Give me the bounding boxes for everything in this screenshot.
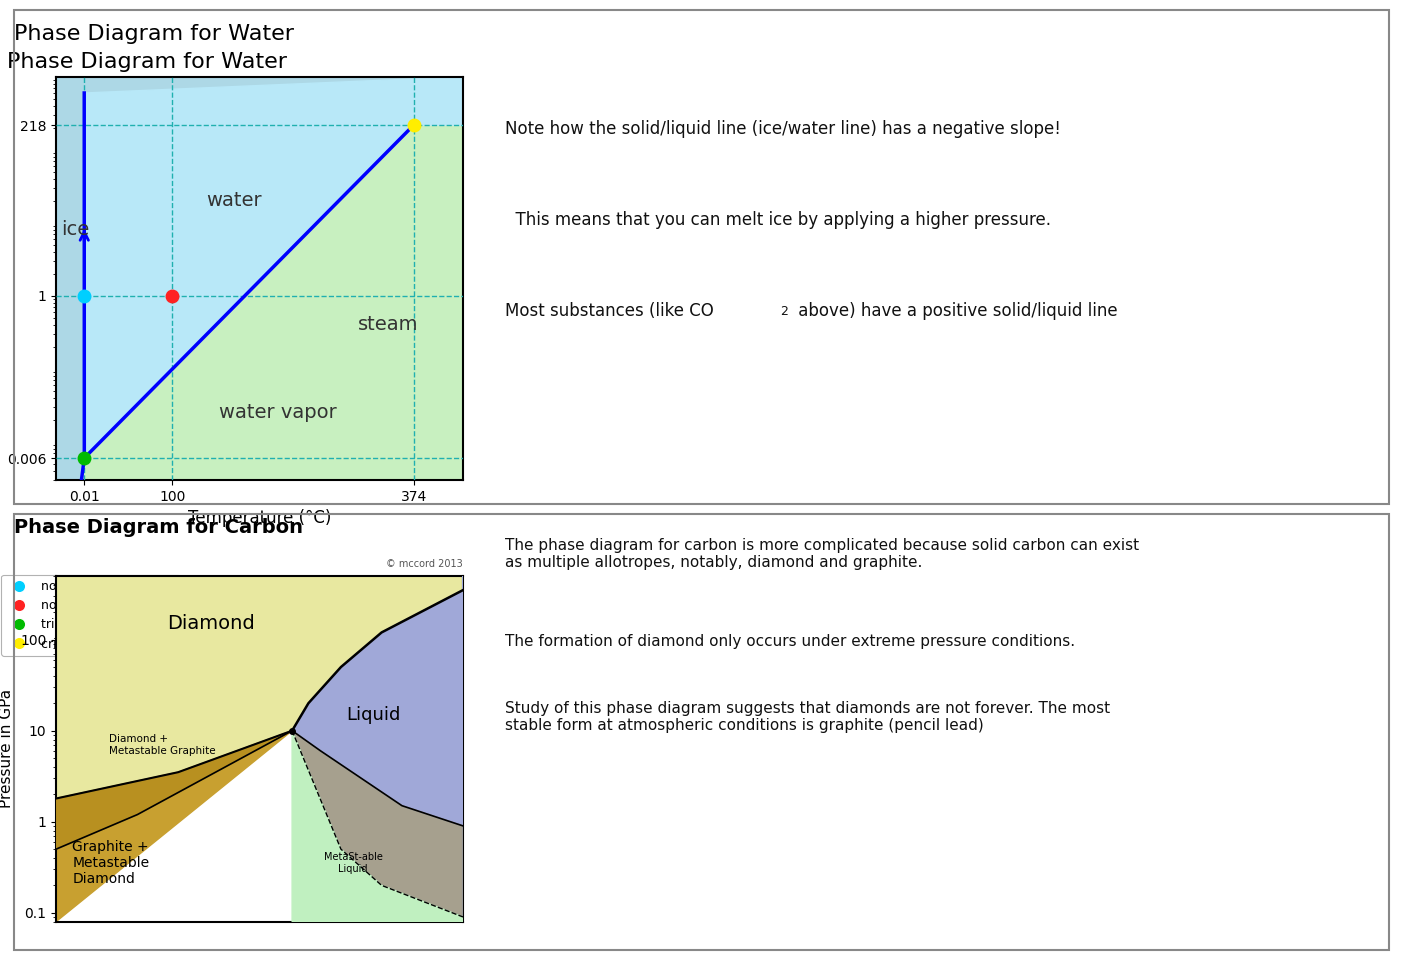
Text: steam: steam <box>358 316 418 334</box>
Text: above) have a positive solid/liquid line: above) have a positive solid/liquid line <box>793 302 1117 321</box>
Text: water: water <box>206 191 262 210</box>
Text: MetaSt­able
Liquid: MetaSt­able Liquid <box>324 852 383 874</box>
Text: Graphite +
Metastable
Diamond: Graphite + Metastable Diamond <box>73 840 150 886</box>
Text: ice: ice <box>62 221 90 239</box>
Text: Study of this phase diagram suggests that diamonds are not forever. The most
sta: Study of this phase diagram suggests tha… <box>505 701 1110 733</box>
Polygon shape <box>56 731 292 850</box>
Text: The formation of diamond only occurs under extreme pressure conditions.: The formation of diamond only occurs und… <box>505 634 1075 649</box>
X-axis label: Temperature (°C): Temperature (°C) <box>188 509 331 527</box>
Text: This means that you can melt ice by applying a higher pressure.: This means that you can melt ice by appl… <box>505 211 1051 229</box>
Polygon shape <box>56 576 463 799</box>
Text: Diamond: Diamond <box>167 614 254 633</box>
Y-axis label: Pressure in GPa: Pressure in GPa <box>0 689 14 808</box>
Text: Liquid: Liquid <box>347 706 401 724</box>
Text: Phase Diagram for Water: Phase Diagram for Water <box>7 53 288 72</box>
Legend: normal freezing point, normal boiling point, triple point, critical point: normal freezing point, normal boiling po… <box>1 575 181 656</box>
Text: Phase Diagram for Carbon: Phase Diagram for Carbon <box>14 518 303 538</box>
Text: Phase Diagram for Water: Phase Diagram for Water <box>14 24 295 44</box>
Text: Diamond +
Metastable Graphite: Diamond + Metastable Graphite <box>109 734 216 756</box>
Text: Note how the solid/liquid line (ice/water line) has a negative slope!: Note how the solid/liquid line (ice/wate… <box>505 120 1061 138</box>
Polygon shape <box>292 731 463 917</box>
Text: 2: 2 <box>780 305 788 319</box>
Text: water vapor: water vapor <box>219 403 337 422</box>
Text: © mccord 2013: © mccord 2013 <box>386 559 463 568</box>
Polygon shape <box>292 731 463 922</box>
Polygon shape <box>56 125 463 660</box>
Polygon shape <box>84 77 463 458</box>
Polygon shape <box>56 731 463 922</box>
Polygon shape <box>292 576 463 826</box>
Text: Most substances (like CO: Most substances (like CO <box>505 302 714 321</box>
Text: The phase diagram for carbon is more complicated because solid carbon can exist
: The phase diagram for carbon is more com… <box>505 538 1139 570</box>
Polygon shape <box>56 77 463 480</box>
